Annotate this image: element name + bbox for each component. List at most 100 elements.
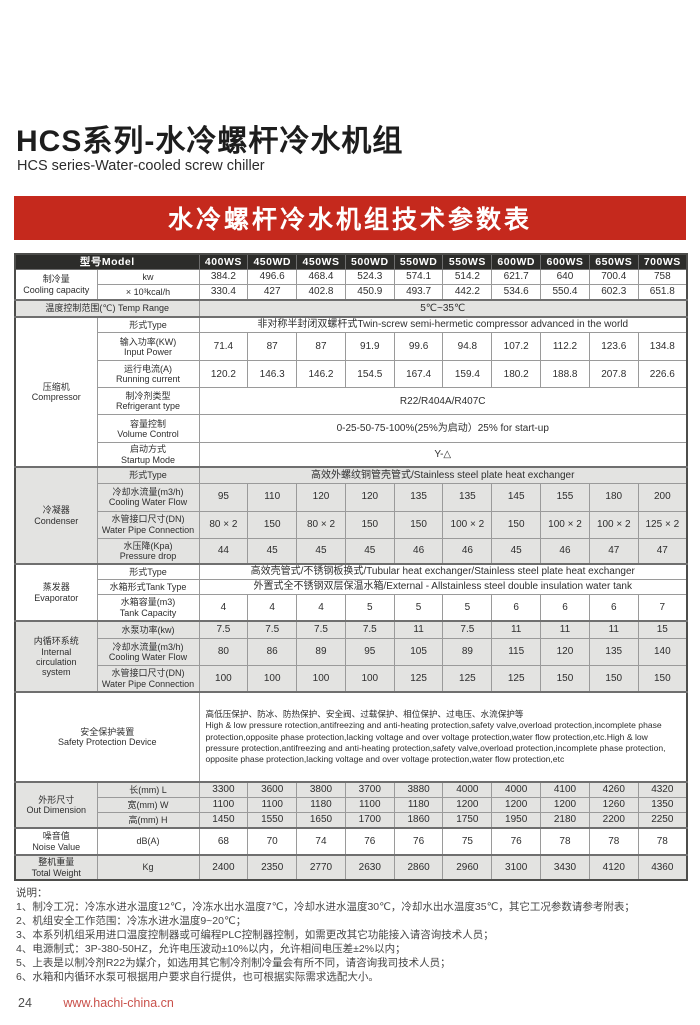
spec-value-cell: 1750: [442, 812, 493, 829]
section-banner: 水冷螺杆冷水机组技术参数表: [14, 196, 686, 240]
spec-value-cell: 45: [296, 537, 346, 565]
note-line: 6、水箱和内循环水泵可根据用户要求自行提供，也可根据实际需求选配大小。: [16, 971, 379, 983]
spec-value-cell: 2350: [247, 854, 298, 881]
row-label-cell: 形式Type: [96, 466, 200, 484]
spec-value-cell: 188.8: [540, 360, 590, 389]
row-label-cell: 整机重量 Total Weight: [14, 854, 98, 881]
spec-value-cell: 6: [588, 593, 639, 622]
row-label-cell: 运行电流(A) Running current: [96, 360, 200, 389]
model-header-cell: 600WD: [491, 253, 542, 271]
page-title: HCS系列-水冷螺杆冷水机组: [16, 125, 404, 158]
spec-value-cell: 107.2: [491, 332, 542, 362]
spec-value-cell: 78: [637, 827, 688, 856]
spec-value-cell: 87: [247, 332, 298, 362]
spec-value-cell: 3800: [296, 781, 346, 799]
row-label-cell: 压缩机 Compressor: [14, 315, 98, 468]
row-label-cell: 水管接口尺寸(DN) Water Pipe Connection: [96, 510, 200, 539]
spec-value-cell: 180.2: [491, 360, 542, 389]
spec-value-cell: 78: [588, 827, 639, 856]
spec-value-cell: 180: [588, 482, 639, 512]
spec-value-cell: 7.5: [198, 620, 249, 639]
spec-value-cell: 2250: [637, 812, 688, 829]
spec-value-cell: 150: [247, 510, 298, 539]
row-label-cell: 宽(mm) W: [96, 797, 200, 814]
spec-value-cell: 159.4: [442, 360, 493, 389]
row-label-cell: 长(mm) L: [96, 781, 200, 799]
spec-value-cell: 3700: [344, 781, 395, 799]
note-line: 4、电源制式：3P-380-50HZ，允许电压波动±10%以内，允许相间电压差±…: [16, 943, 406, 955]
row-label-cell: 内循环系统 Internal circulation system: [14, 620, 98, 693]
spec-value-cell: 3100: [491, 854, 542, 881]
spec-value-cell: 602.3: [588, 284, 639, 301]
spec-value-cell: 75: [442, 827, 493, 856]
row-label-cell: 噪音值 Noise Value: [14, 827, 98, 856]
spec-value-cell: 95: [198, 482, 249, 512]
model-header-cell: 400WS: [198, 253, 249, 271]
spec-value-cell: 5: [393, 593, 444, 622]
spec-value-cell: 125: [393, 664, 444, 693]
spec-value-cell: 200: [637, 482, 688, 512]
spec-value-cell: 140: [637, 637, 688, 666]
spec-value-cell: 11: [540, 620, 590, 639]
spec-value-cell: 442.2: [442, 284, 493, 301]
spec-value-cell: 47: [588, 537, 639, 565]
spec-value-cell: 4000: [442, 781, 493, 799]
model-header-cell: 550WD: [393, 253, 444, 271]
spec-value-cell: 76: [344, 827, 395, 856]
spec-value-cell: 125: [491, 664, 542, 693]
spec-value-cell: 86: [247, 637, 298, 666]
spec-value-cell: 330.4: [198, 284, 249, 301]
spec-value-cell: 91.9: [344, 332, 395, 362]
spec-value-cell: 134.8: [637, 332, 688, 362]
model-header-cell: 型号Model: [14, 253, 200, 271]
spec-value-cell: 1200: [442, 797, 493, 814]
spec-value-cell: 4: [198, 593, 249, 622]
spec-value-cell: 125: [442, 664, 493, 693]
spec-value-cell: 11: [393, 620, 444, 639]
spec-value-cell: 100: [198, 664, 249, 693]
page-subtitle: HCS series-Water-cooled screw chiller: [17, 158, 265, 174]
spec-value-cell: 4360: [637, 854, 688, 881]
spec-value-cell: 74: [296, 827, 346, 856]
spec-value-cell: 1550: [247, 812, 298, 829]
spec-value-cell: 155: [540, 482, 590, 512]
spec-value-cell: 120: [296, 482, 346, 512]
spec-value-cell: 80: [198, 637, 249, 666]
spec-value-cell: 4100: [540, 781, 590, 799]
spec-value-cell: 1650: [296, 812, 346, 829]
site-url[interactable]: www.hachi-china.cn: [63, 996, 174, 1010]
spec-value-cell: 3300: [198, 781, 249, 799]
spec-value-cell: 高效壳管式/不锈钢板换式/Tubular heat exchanger/Stai…: [198, 563, 688, 580]
spec-value-cell: 150: [393, 510, 444, 539]
row-label-cell: 冷却水流量(m3/h) Cooling Water Flow: [96, 637, 200, 666]
spec-value-cell: 110: [247, 482, 298, 512]
note-line: 1、制冷工况：冷冻水进水温度12℃，冷冻水出水温度7℃，冷却水进水温度30℃，冷…: [16, 901, 635, 913]
model-header-cell: 650WS: [588, 253, 639, 271]
spec-value-cell: 94.8: [442, 332, 493, 362]
spec-value-cell: 3600: [247, 781, 298, 799]
spec-value-cell: 2400: [198, 854, 249, 881]
spec-value-cell: 78: [540, 827, 590, 856]
row-label-cell: kw: [96, 269, 200, 286]
spec-value-cell: 11: [588, 620, 639, 639]
spec-value-cell: 7: [637, 593, 688, 622]
spec-value-cell: 7.5: [247, 620, 298, 639]
spec-value-cell: 146.2: [296, 360, 346, 389]
spec-value-cell: 4120: [588, 854, 639, 881]
notes-heading: 说明：: [16, 887, 48, 899]
row-label-cell: 启动方式 Startup Mode: [96, 442, 200, 468]
spec-value-cell: 89: [442, 637, 493, 666]
spec-value-cell: 150: [491, 510, 542, 539]
spec-value-cell: 70: [247, 827, 298, 856]
spec-value-cell: 154.5: [344, 360, 395, 389]
row-label-cell: 制冷剂类型 Refrigerant type: [96, 387, 200, 416]
spec-value-cell: 402.8: [296, 284, 346, 301]
spec-value-cell: 3880: [393, 781, 444, 799]
spec-value-cell: 5℃~35℃: [198, 298, 688, 318]
spec-value-cell: 524.3: [344, 269, 395, 286]
spec-value-cell: 621.7: [491, 269, 542, 286]
spec-value-cell: 15: [637, 620, 688, 639]
spec-value-cell: 80 × 2: [198, 510, 249, 539]
spec-value-cell: Y-△: [198, 442, 688, 468]
spec-value-cell: 1100: [247, 797, 298, 814]
